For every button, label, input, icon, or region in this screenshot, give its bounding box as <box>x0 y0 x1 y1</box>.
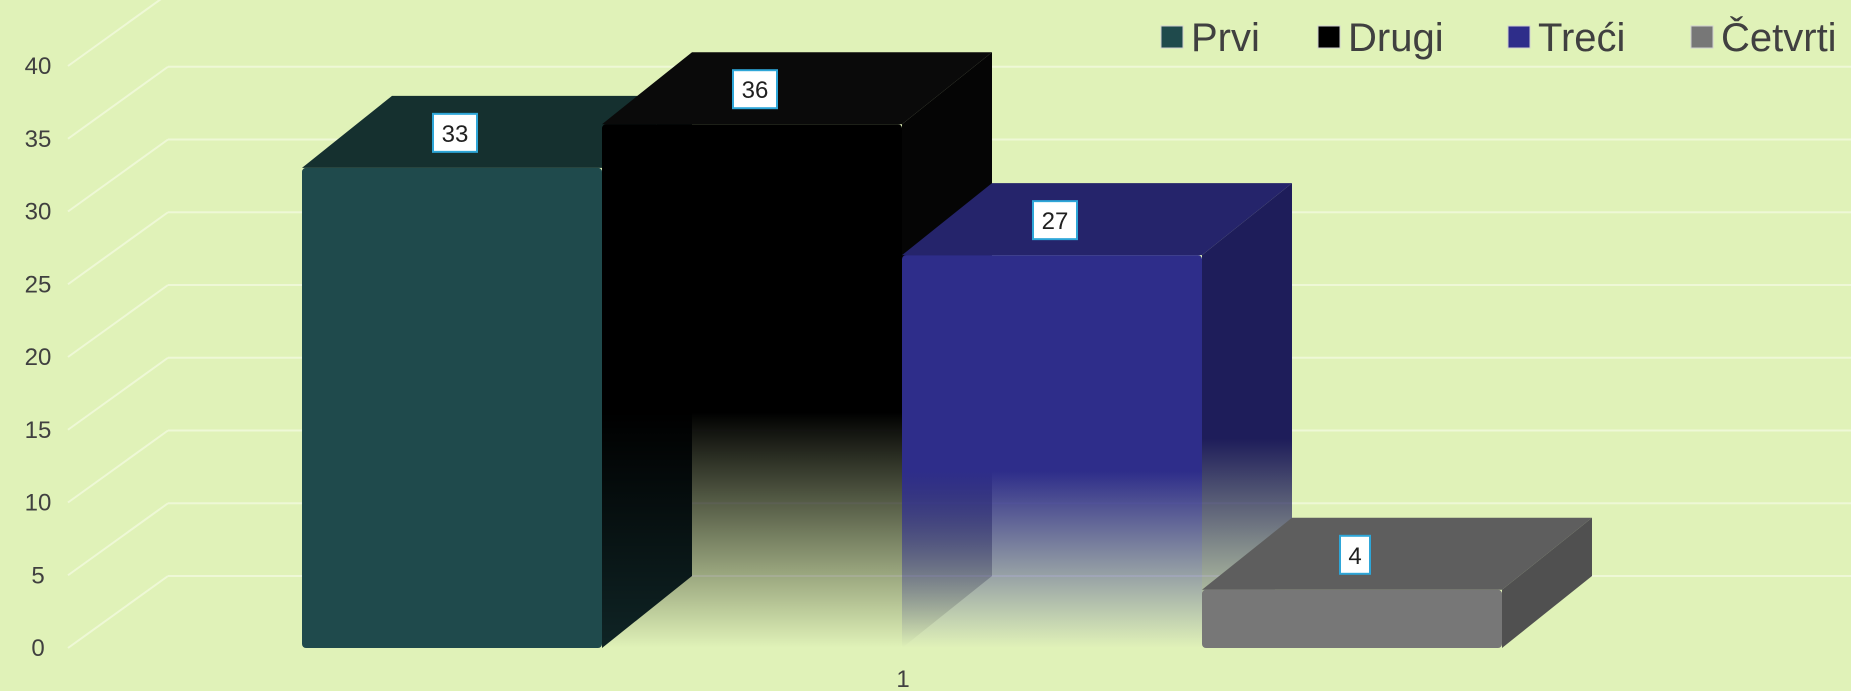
gridline-diagonal <box>67 211 169 286</box>
legend-item-četvrti: Četvrti <box>1690 15 1837 60</box>
legend-swatch <box>1690 25 1714 49</box>
y-tick-label: 30 <box>25 199 52 226</box>
bar-side-face <box>1202 183 1292 648</box>
bar-top-face <box>902 183 1292 256</box>
data-label-box <box>732 69 778 110</box>
data-label-prvi: 33 <box>432 112 478 153</box>
legend-label: Četvrti <box>1721 15 1837 60</box>
data-label-treći: 27 <box>1032 200 1078 241</box>
data-labels: 33 36 27 4 <box>432 69 1371 575</box>
bar-četvrti <box>1202 517 1592 648</box>
gridline-diagonal <box>67 138 169 213</box>
legend-item-treći: Treći <box>1507 16 1625 60</box>
legend-label: Drugi <box>1348 16 1444 60</box>
bar-side-face <box>1502 517 1592 648</box>
gridline-diagonal <box>67 575 169 649</box>
gridline-diagonal <box>67 0 162 67</box>
gridline-diagonal <box>67 65 169 140</box>
legend-item-prvi: Prvi <box>1160 16 1260 60</box>
y-tick-label: 15 <box>25 417 52 444</box>
y-tick-label: 20 <box>25 344 52 371</box>
data-label-text: 4 <box>1348 543 1361 570</box>
gridline-diagonal <box>67 284 169 358</box>
gridline-diagonal <box>67 502 169 577</box>
data-label-text: 36 <box>742 77 769 104</box>
x-axis-categories: 1 <box>896 666 909 691</box>
gridline-diagonal <box>67 356 169 431</box>
bar-top-face <box>602 52 992 125</box>
bar-top-face <box>302 95 692 168</box>
bar-front-face <box>302 167 602 648</box>
gridline-diagonal <box>67 429 169 504</box>
y-axis-ticks: 0 5 10 15 20 25 30 35 40 <box>25 53 52 662</box>
y-tick-label: 0 <box>31 635 44 662</box>
legend-swatch <box>1317 25 1341 49</box>
bar-top-face <box>1202 517 1592 590</box>
legend-label: Treći <box>1538 16 1625 60</box>
data-label-text: 27 <box>1042 208 1069 235</box>
y-tick-label: 5 <box>31 562 44 589</box>
x-category-label: 1 <box>896 666 909 691</box>
bar-front-face <box>902 255 1202 648</box>
bar-treći <box>902 183 1292 648</box>
data-label-text: 33 <box>442 121 469 148</box>
y-tick-label: 25 <box>25 271 52 298</box>
legend: Prvi Drugi Treći Četvrti <box>1160 15 1837 60</box>
y-tick-label: 35 <box>25 126 52 153</box>
legend-swatch <box>1507 25 1531 49</box>
legend-swatch <box>1160 25 1184 49</box>
bar-front-face <box>602 124 902 648</box>
legend-label: Prvi <box>1191 16 1260 60</box>
bars <box>302 52 1592 649</box>
bar-front-face <box>1202 589 1502 648</box>
y-tick-label: 40 <box>25 53 52 80</box>
data-label-box <box>1032 200 1078 241</box>
data-label-box <box>432 112 478 153</box>
data-label-box <box>1339 534 1371 575</box>
y-tick-label: 10 <box>25 490 52 517</box>
data-label-drugi: 36 <box>732 69 778 110</box>
data-label-četvrti: 4 <box>1339 534 1371 575</box>
legend-item-drugi: Drugi <box>1317 16 1444 60</box>
